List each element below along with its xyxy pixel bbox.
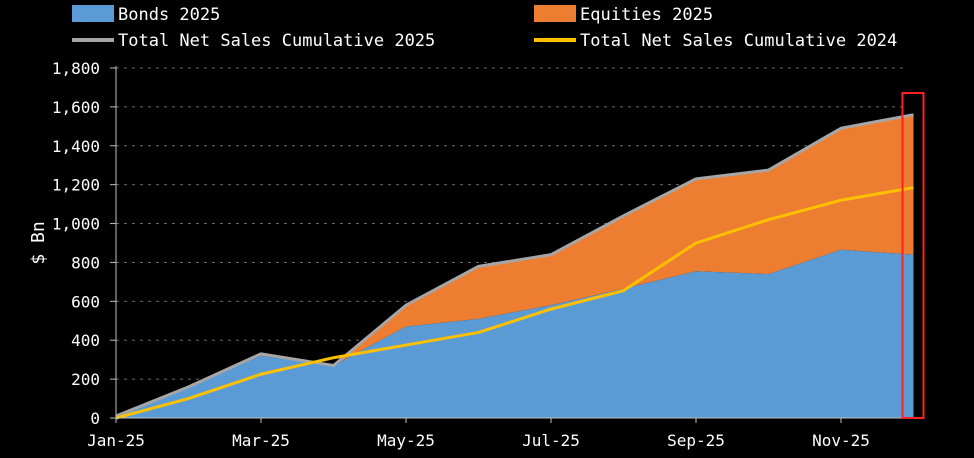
legend-label: Total Net Sales Cumulative 2025 [118,31,435,51]
equities-2025-area [116,114,914,417]
legend-item: Bonds 2025 [72,5,220,25]
x-tick-label: Jul-25 [522,431,580,450]
x-tick-label: Jan-25 [87,431,145,450]
legend: Bonds 2025 Equities 2025 Total Net Sales C… [72,5,897,51]
area-layer [116,114,914,418]
legend-swatch [72,5,114,22]
y-tick-label: 1,000 [52,215,100,234]
y-tick-label: 400 [71,331,100,350]
legend-item: Equities 2025 [534,5,713,25]
total-net-sales-2025-line [115,113,914,418]
x-tick-label: Nov-25 [812,431,870,450]
y-tick-label: 1,200 [52,176,100,195]
x-tick-label: Sep-25 [667,431,725,450]
total-net-sales-2024-line [115,186,914,420]
legend-label: Total Net Sales Cumulative 2024 [580,31,897,51]
legend-label: Bonds 2025 [118,5,220,25]
legend-item: Total Net Sales Cumulative 2025 [72,31,435,51]
y-tick-label: 0 [90,409,100,428]
highlight-layer [901,92,925,419]
y-tick-label: 1,600 [52,98,100,117]
y-tick-label: 600 [71,292,100,311]
y-tick-label: 200 [71,370,100,389]
highlight-box-dec-25 [901,92,925,419]
y-tick-label: 1,400 [52,137,100,156]
legend-swatch [534,5,576,22]
y-axis-title: $ Bn [28,221,49,264]
bonds-2025-area [116,249,914,418]
x-tick-label: Mar-25 [232,431,290,450]
axis-layer: 0 200 400 600 800 1,000 1,200 1,400 1,600 1,800 Ja… [28,59,906,450]
y-tick-label: 800 [71,253,100,272]
legend-item: Total Net Sales Cumulative 2024 [534,31,897,51]
y-tick-label: 1,800 [52,59,100,78]
legend-label: Equities 2025 [580,5,713,25]
x-tick-label: May-25 [377,431,435,450]
line-layer [115,113,914,420]
